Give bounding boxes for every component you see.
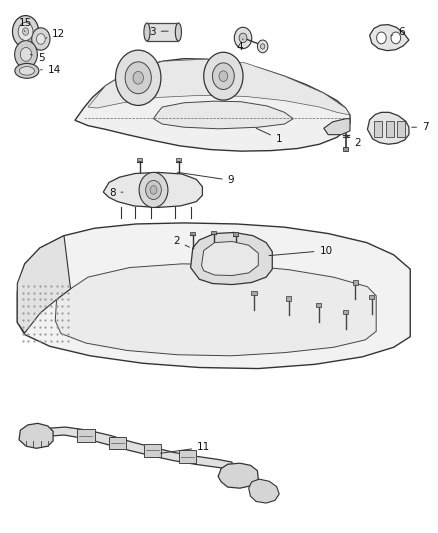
Bar [77,429,95,442]
Bar [176,158,181,161]
Bar [137,158,142,161]
Circle shape [261,44,265,49]
Ellipse shape [19,67,35,75]
Circle shape [139,172,168,207]
Text: 1: 1 [257,128,283,144]
Text: 8: 8 [109,188,123,198]
Text: 10: 10 [269,246,332,256]
Polygon shape [249,479,279,503]
Circle shape [133,71,144,84]
Text: 3: 3 [149,27,168,37]
Bar [397,121,405,137]
Polygon shape [191,232,272,285]
Circle shape [22,28,28,35]
Bar [374,121,382,137]
Circle shape [219,71,228,82]
Circle shape [146,180,161,199]
Circle shape [234,27,252,49]
Circle shape [204,52,243,100]
Text: 2: 2 [173,236,189,247]
Circle shape [258,40,268,53]
Text: 9: 9 [177,172,234,185]
Polygon shape [103,172,202,207]
Circle shape [116,50,161,106]
Text: 11: 11 [161,442,210,453]
Bar [233,232,238,236]
Text: 14: 14 [41,65,61,75]
Polygon shape [153,101,293,129]
Bar [286,296,291,301]
Bar [190,232,195,235]
Circle shape [36,34,45,44]
Bar [211,231,216,234]
Text: 15: 15 [19,18,32,31]
Bar [343,310,348,314]
Text: 4: 4 [237,39,243,52]
Text: 7: 7 [412,122,429,132]
Polygon shape [17,236,71,333]
Circle shape [377,32,386,44]
Ellipse shape [175,23,181,41]
Ellipse shape [15,63,39,78]
Text: 6: 6 [391,27,405,37]
Bar [144,444,161,457]
Bar [109,437,127,449]
Text: 2: 2 [347,136,361,148]
Circle shape [125,62,151,94]
Bar [179,450,196,463]
Polygon shape [30,427,232,470]
Polygon shape [75,59,350,151]
Polygon shape [324,119,350,135]
Bar [386,121,394,137]
Polygon shape [17,223,410,368]
Circle shape [14,41,37,68]
Polygon shape [19,423,53,448]
Polygon shape [55,264,376,356]
Circle shape [150,185,157,194]
Text: 5: 5 [30,53,44,62]
Ellipse shape [144,23,150,41]
Bar [353,280,358,285]
Bar [343,148,348,151]
Polygon shape [218,463,258,488]
Bar [251,291,257,295]
Circle shape [18,22,33,41]
Polygon shape [88,59,350,115]
Circle shape [32,28,50,50]
Text: 12: 12 [46,29,65,39]
Bar [147,23,178,41]
Bar [316,303,321,307]
Circle shape [12,15,39,47]
Polygon shape [201,241,258,276]
Circle shape [391,32,401,44]
Bar [369,295,374,300]
Polygon shape [370,25,409,51]
Circle shape [212,63,234,90]
Polygon shape [367,112,409,144]
Circle shape [20,47,32,61]
Circle shape [239,33,247,43]
